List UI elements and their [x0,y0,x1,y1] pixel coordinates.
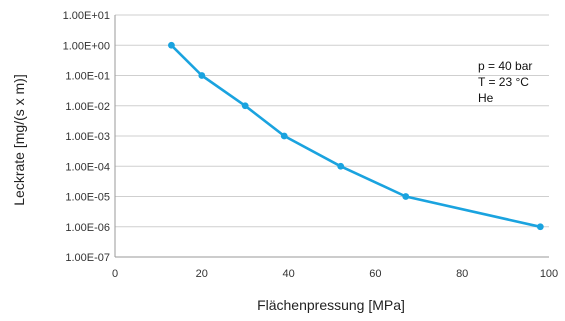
data-point [241,102,249,110]
data-point [198,72,206,79]
x-tick-label: 20 [196,268,208,280]
annotation-gas: He [478,91,494,105]
x-tick-label: 80 [456,268,468,280]
annotation-pressure: p = 40 bar [478,59,532,73]
x-tick-label: 40 [282,268,294,280]
y-tick-label: 1.00E-06 [65,222,110,234]
data-point [536,223,544,231]
y-tick-labels: 1.00E+01 1.00E+00 1.00E-01 1.00E-02 1.00E-03… [63,10,110,264]
y-tick-label: 1.00E-01 [65,71,110,83]
data-point [402,193,410,200]
x-axis-title: Flächenpressung [MPa] [257,297,405,313]
x-tick-label: 0 [112,268,118,280]
data-point [168,41,175,49]
y-tick-label: 1.00E-07 [65,252,110,264]
y-tick-label: 1.00E-04 [65,161,110,173]
data-point [280,132,288,140]
annotation-box: p = 40 bar T = 23 °C He [478,59,532,105]
plot-area [168,41,544,231]
y-tick-label: 1.00E+00 [63,40,110,52]
y-tick-label: 1.00E+01 [63,10,110,22]
x-tick-label: 100 [540,268,558,280]
y-tick-label: 1.00E-03 [65,131,110,143]
annotation-temperature: T = 23 °C [478,75,529,89]
data-point [337,162,345,170]
y-tick-label: 1.00E-02 [65,101,110,113]
gridlines [115,14,549,228]
y-tick-label: 1.00E-05 [65,192,110,204]
y-axis-title: Leckrate [mg/(s x m)] [11,74,27,205]
axes [114,15,549,258]
x-tick-label: 60 [369,268,381,280]
x-tick-labels: 0 20 40 60 80 100 [112,268,558,280]
